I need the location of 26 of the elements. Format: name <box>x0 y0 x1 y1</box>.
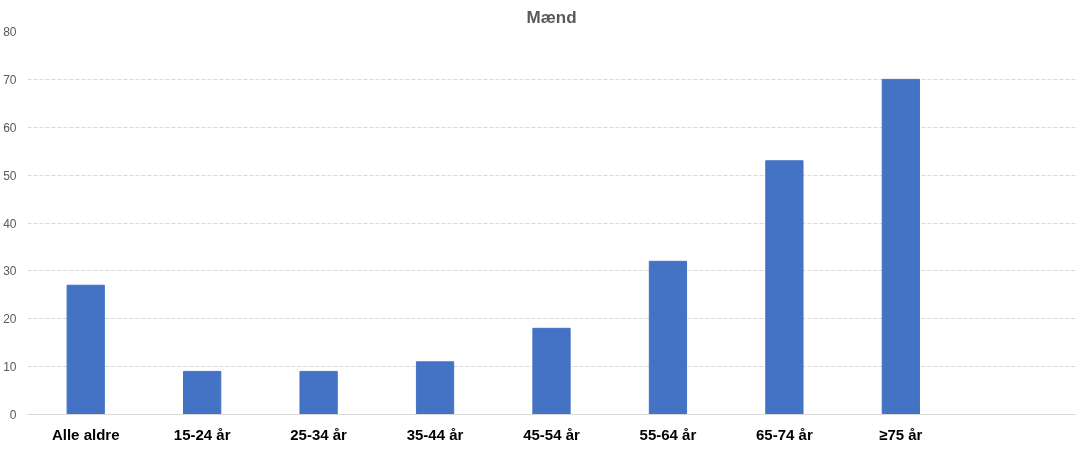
y-tick-label: 40 <box>3 216 17 231</box>
x-tick-label: 15-24 år <box>173 425 231 443</box>
x-tick-label: Alle aldre <box>51 425 120 443</box>
y-tick-label: 50 <box>3 168 17 183</box>
x-tick-label: 35-44 år <box>406 425 464 443</box>
x-tick-label: ≥75 år <box>879 425 923 443</box>
chart-title: Mænd <box>526 7 577 27</box>
bar <box>183 370 222 415</box>
x-tick-label: 55-64 år <box>639 425 697 443</box>
x-tick-label: 25-34 år <box>290 425 348 443</box>
y-tick-label: 60 <box>3 120 17 135</box>
bar <box>881 78 920 415</box>
bar <box>299 370 338 415</box>
y-tick-label: 80 <box>3 25 17 39</box>
bar <box>648 260 688 415</box>
bar <box>415 361 455 415</box>
bar <box>532 327 571 415</box>
bar <box>66 284 105 415</box>
x-tick-label: 45-54 år <box>523 425 581 443</box>
y-tick-label: 30 <box>3 264 17 279</box>
bar <box>765 160 804 415</box>
y-tick-label: 0 <box>9 408 17 422</box>
y-tick-label: 20 <box>3 312 17 327</box>
y-tick-label: 70 <box>3 72 17 87</box>
x-tick-label: 65-74 år <box>756 425 813 443</box>
y-tick-label: 10 <box>3 360 17 375</box>
